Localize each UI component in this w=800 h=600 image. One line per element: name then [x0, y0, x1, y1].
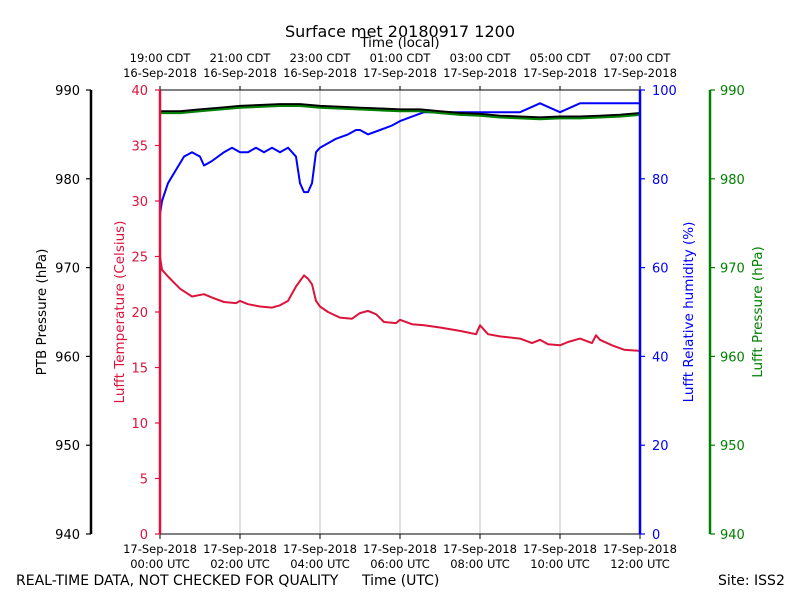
- y-tick-label-ptb_pressure: 980: [55, 173, 80, 188]
- x-tick-label-time: 02:00 UTC: [210, 557, 270, 571]
- y-tick-label-lufft_pressure: 990: [720, 84, 745, 99]
- y-axis-label-ptb_pressure: PTB Pressure (hPa): [34, 249, 50, 376]
- top-tick-label-date: 16-Sep-2018: [123, 66, 197, 80]
- series-line-ptb_pressure: [160, 103, 641, 119]
- y-tick-label-ptb_pressure: 970: [55, 262, 80, 277]
- x-tick-label-date: 17-Sep-2018: [283, 542, 357, 556]
- axes-group: [86, 86, 715, 539]
- y-tick-label-lufft_pressure: 970: [720, 262, 745, 277]
- top-axis-label: Time (local): [359, 35, 439, 51]
- x-tick-label-date: 17-Sep-2018: [523, 542, 597, 556]
- top-tick-label-time: 19:00 CDT: [130, 51, 192, 65]
- y-tick-label-temperature: 15: [131, 362, 148, 377]
- top-tick-label-date: 17-Sep-2018: [363, 66, 437, 80]
- y-tick-label-lufft_pressure: 960: [720, 350, 745, 365]
- y-tick-label-temperature: 25: [131, 251, 148, 266]
- site-label: Site: ISS2: [718, 573, 785, 589]
- x-tick-label-time: 00:00 UTC: [130, 557, 190, 571]
- y-tick-label-humidity: 100: [652, 84, 677, 99]
- x-tick-label-time: 12:00 UTC: [610, 557, 670, 571]
- y-tick-label-temperature: 40: [131, 84, 148, 99]
- top-tick-label-date: 16-Sep-2018: [283, 66, 357, 80]
- series-group: [159, 102, 641, 352]
- y-axis-label-temperature: Lufft Temperature (Celsius): [112, 221, 128, 404]
- y-tick-label-temperature: 30: [131, 195, 148, 210]
- top-tick-label-time: 01:00 CDT: [370, 51, 432, 65]
- y-tick-label-humidity: 60: [652, 262, 669, 277]
- top-tick-label-date: 17-Sep-2018: [523, 66, 597, 80]
- y-tick-label-humidity: 40: [652, 350, 669, 365]
- x-tick-label-date: 17-Sep-2018: [203, 542, 277, 556]
- series-line-temperature: [159, 256, 641, 352]
- top-tick-label-date: 16-Sep-2018: [203, 66, 277, 80]
- x-axis-label: Time (UTC): [362, 573, 440, 589]
- x-tick-label-date: 17-Sep-2018: [603, 542, 677, 556]
- x-tick-label-time: 08:00 UTC: [450, 557, 510, 571]
- top-tick-label-date: 17-Sep-2018: [603, 66, 677, 80]
- y-axis-label-humidity: Lufft Relative humidity (%): [681, 222, 697, 403]
- y-tick-label-ptb_pressure: 950: [55, 439, 80, 454]
- x-tick-label-date: 17-Sep-2018: [363, 542, 437, 556]
- y-tick-label-temperature: 10: [131, 417, 148, 432]
- series-line-lufft_pressure: [160, 105, 641, 121]
- y-tick-label-temperature: 20: [131, 306, 148, 321]
- top-tick-label-time: 03:00 CDT: [450, 51, 512, 65]
- y-tick-label-ptb_pressure: 960: [55, 350, 80, 365]
- x-tick-label-date: 17-Sep-2018: [123, 542, 197, 556]
- top-tick-label-date: 17-Sep-2018: [443, 66, 517, 80]
- top-tick-label-time: 07:00 CDT: [610, 51, 672, 65]
- y-tick-label-humidity: 0: [652, 528, 660, 543]
- top-tick-label-time: 23:00 CDT: [290, 51, 352, 65]
- y-tick-label-lufft_pressure: 950: [720, 439, 745, 454]
- y-tick-label-temperature: 5: [140, 473, 148, 488]
- x-tick-label-date: 17-Sep-2018: [443, 542, 517, 556]
- grid-lines: [239, 90, 561, 534]
- y-tick-label-humidity: 80: [652, 173, 669, 188]
- x-tick-label-time: 04:00 UTC: [290, 557, 350, 571]
- y-tick-label-temperature: 0: [140, 528, 148, 543]
- chart-title: Surface met 20180917 1200: [285, 22, 515, 41]
- series-line-humidity: [159, 102, 640, 215]
- x-tick-label-time: 06:00 UTC: [370, 557, 430, 571]
- y-tick-label-ptb_pressure: 990: [55, 84, 80, 99]
- top-tick-label-time: 21:00 CDT: [210, 51, 272, 65]
- quality-note: REAL-TIME DATA, NOT CHECKED FOR QUALITY: [16, 573, 339, 589]
- x-tick-label-time: 10:00 UTC: [530, 557, 590, 571]
- y-tick-label-humidity: 20: [652, 439, 669, 454]
- y-tick-label-lufft_pressure: 940: [720, 528, 745, 543]
- y-tick-label-ptb_pressure: 940: [55, 528, 80, 543]
- y-axis-label-lufft_pressure: Lufft Pressure (hPa): [750, 246, 766, 378]
- top-tick-label-time: 05:00 CDT: [530, 51, 592, 65]
- y-tick-label-lufft_pressure: 980: [720, 173, 745, 188]
- y-tick-label-temperature: 35: [131, 140, 148, 155]
